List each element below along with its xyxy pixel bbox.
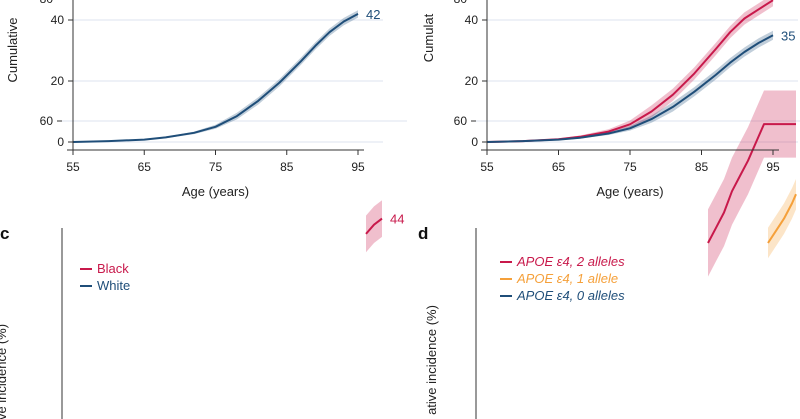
panel-label: d	[418, 224, 428, 243]
series-line-layer	[72, 0, 797, 244]
y-tick-label: 20	[51, 74, 65, 88]
y-tick-label: 40	[51, 13, 65, 27]
x-tick-label: 85	[695, 160, 709, 174]
panel-label: c	[0, 224, 9, 243]
y-tick-label: 60	[40, 114, 54, 128]
y-tick-label: 40	[465, 13, 479, 27]
ci-band	[73, 10, 358, 143]
y-tick-label: 20	[465, 74, 479, 88]
series-end-label: 35	[781, 28, 795, 43]
series-line	[365, 217, 383, 235]
x-tick-label: 65	[138, 160, 152, 174]
x-tick-label: 55	[480, 160, 494, 174]
y-axis-title: ative incidence (%)	[424, 305, 439, 415]
x-tick-label: 65	[552, 160, 566, 174]
y-tick-label: 0	[57, 135, 64, 149]
x-tick-label: 75	[623, 160, 637, 174]
series-line	[767, 193, 797, 244]
legend-label: APOE ε4, 2 alleles	[516, 254, 625, 269]
legend-label: Black	[97, 261, 129, 276]
ci-band	[768, 179, 796, 259]
y-tick-label: 80	[40, 0, 54, 6]
axes-layer	[57, 0, 779, 419]
y-axis-title: Cumulative	[5, 17, 20, 82]
legend-label: APOE ε4, 0 alleles	[516, 288, 625, 303]
y-axis-title: Cumulat	[421, 13, 436, 62]
grid-layer	[62, 19, 800, 143]
legend-label: White	[97, 278, 130, 293]
y-axis-title: ve incidence (%)	[0, 324, 9, 419]
ci-band	[366, 200, 382, 253]
series-line	[707, 123, 796, 244]
ci-band	[487, 0, 773, 142]
legend-label: APOE ε4, 1 allele	[516, 271, 618, 286]
y-tick-label: 60	[454, 114, 468, 128]
x-tick-label: 75	[209, 160, 223, 174]
ci-band	[708, 90, 796, 277]
series-line	[486, 34, 774, 143]
x-axis-title: Age (years)	[182, 184, 249, 199]
x-tick-label: 95	[351, 160, 365, 174]
x-axis-title: Age (years)	[596, 184, 663, 199]
x-tick-label: 95	[766, 160, 780, 174]
ci-band-layer	[73, 0, 796, 277]
x-tick-label: 85	[280, 160, 294, 174]
series-line	[72, 13, 359, 143]
x-tick-label: 55	[66, 160, 80, 174]
y-tick-label: 80	[454, 0, 468, 6]
series-end-label: 42	[366, 7, 380, 22]
series-end-label: 44	[390, 212, 404, 227]
y-tick-label: 0	[471, 135, 478, 149]
